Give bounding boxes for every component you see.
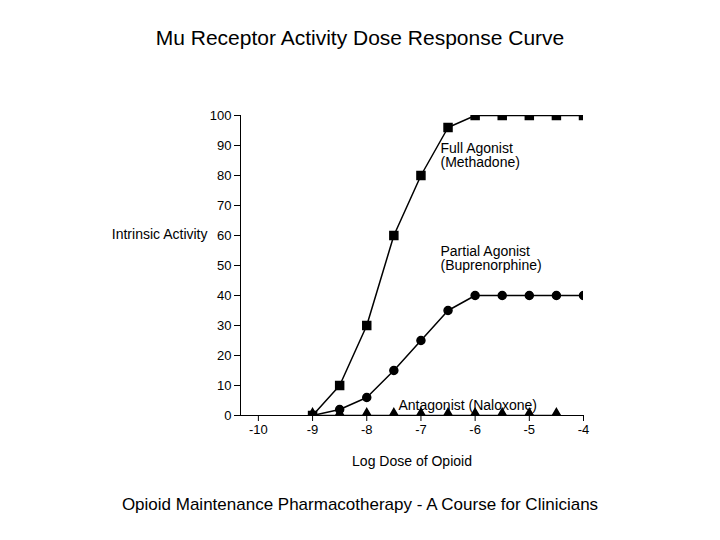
svg-text:-9: -9 — [307, 422, 319, 437]
svg-text:Log Dose of Opioid: Log Dose of Opioid — [352, 453, 472, 469]
svg-text:70: 70 — [217, 198, 231, 213]
svg-text:50: 50 — [217, 258, 231, 273]
svg-text:-8: -8 — [361, 422, 373, 437]
svg-text:Intrinsic Activity: Intrinsic Activity — [112, 226, 208, 242]
html-text:Opioid Maintenance Pharmacothe: Opioid Maintenance Pharmacotherapy - A C… — [121, 495, 599, 514]
svg-text:0: 0 — [224, 408, 231, 423]
svg-text:-4: -4 — [578, 422, 590, 437]
svg-text:Full Agonist(Methadone): Full Agonist(Methadone) — [441, 140, 520, 170]
svg-text:Antagonist (Naloxone): Antagonist (Naloxone) — [399, 397, 538, 413]
svg-text:10: 10 — [217, 378, 231, 393]
svg-text:-6: -6 — [469, 422, 481, 437]
svg-text:90: 90 — [217, 138, 231, 153]
html-text:Mu Receptor Activity Dose Resp: Mu Receptor Activity Dose Response Curve — [155, 26, 565, 49]
svg-text:60: 60 — [217, 228, 231, 243]
svg-text:20: 20 — [217, 348, 231, 363]
svg-text:-5: -5 — [524, 422, 536, 437]
svg-text:80: 80 — [217, 168, 231, 183]
svg-text:100: 100 — [210, 108, 232, 123]
svg-text:-7: -7 — [415, 422, 427, 437]
svg-text:Partial Agonist(Buprenorphine): Partial Agonist(Buprenorphine) — [441, 243, 542, 273]
svg-text:40: 40 — [217, 288, 231, 303]
svg-text:30: 30 — [217, 318, 231, 333]
svg-text:-10: -10 — [249, 422, 268, 437]
